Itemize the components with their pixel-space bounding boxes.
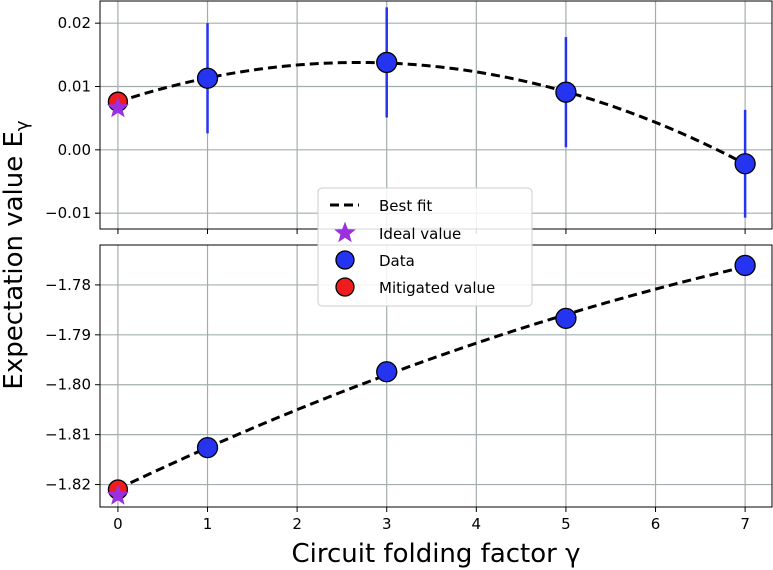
y-tick-label: 0.01: [58, 78, 91, 96]
data-point: [555, 81, 577, 103]
y-tick-label: −1.81: [45, 426, 91, 444]
data-point: [196, 67, 219, 89]
top-fit-line: [117, 60, 746, 166]
x-tick-label: 3: [382, 515, 392, 533]
data-point: [555, 307, 577, 330]
top-points: [107, 51, 756, 175]
y-axis-label-subscript: γ: [12, 120, 33, 131]
x-tick-label: 5: [561, 515, 571, 533]
ideal-value-star: [107, 96, 129, 118]
legend: Best fit Ideal value Data Mitigated valu…: [317, 187, 533, 307]
bottom-fit-line: [117, 265, 746, 491]
ideal-value-star: [107, 484, 129, 505]
top-panel: −0.01 0.00 0.01 0.02: [45, 0, 773, 234]
x-tick-label: 1: [203, 515, 213, 533]
y-tick-label: −1.78: [45, 276, 91, 294]
bottom-x-ticks: 0 1 2 3 4 5 6 7: [113, 507, 750, 533]
data-point: [734, 153, 756, 175]
data-point: [376, 361, 398, 383]
legend-label-mitigated: Mitigated value: [379, 279, 495, 297]
legend-data-marker: [335, 250, 355, 270]
y-tick-label: −1.80: [45, 376, 91, 394]
legend-label-ideal: Ideal value: [379, 225, 461, 243]
bottom-y-ticks: −1.82 −1.81 −1.80 −1.79 −1.78: [45, 276, 100, 494]
data-point: [196, 436, 219, 459]
x-tick-label: 2: [292, 515, 302, 533]
fit-curve: [117, 265, 746, 491]
data-point: [376, 51, 398, 74]
data-point: [734, 254, 756, 277]
y-axis-label: Expectation value Eγ: [0, 120, 33, 390]
top-y-ticks: −0.01 0.00 0.01 0.02: [45, 14, 100, 222]
y-tick-label: 0.00: [58, 141, 91, 159]
legend-label-best-fit: Best fit: [379, 197, 432, 215]
fit-curve: [117, 60, 746, 166]
y-tick-label: 0.02: [58, 14, 91, 32]
x-tick-label: 6: [651, 515, 661, 533]
x-axis-label: Circuit folding factor γ: [291, 539, 580, 569]
x-tick-label: 0: [113, 515, 123, 533]
legend-star-icon: [334, 221, 356, 243]
legend-mitigated-marker: [335, 277, 355, 297]
y-tick-label: −0.01: [45, 204, 91, 222]
y-tick-label: −1.79: [45, 326, 91, 344]
y-axis-label-main: Expectation value E: [0, 131, 29, 390]
bottom-points: [107, 254, 756, 505]
y-tick-label: −1.82: [45, 476, 91, 494]
legend-label-data: Data: [379, 252, 415, 270]
legend-box: [317, 187, 533, 307]
x-tick-label: 4: [472, 515, 482, 533]
x-tick-label: 7: [740, 515, 750, 533]
